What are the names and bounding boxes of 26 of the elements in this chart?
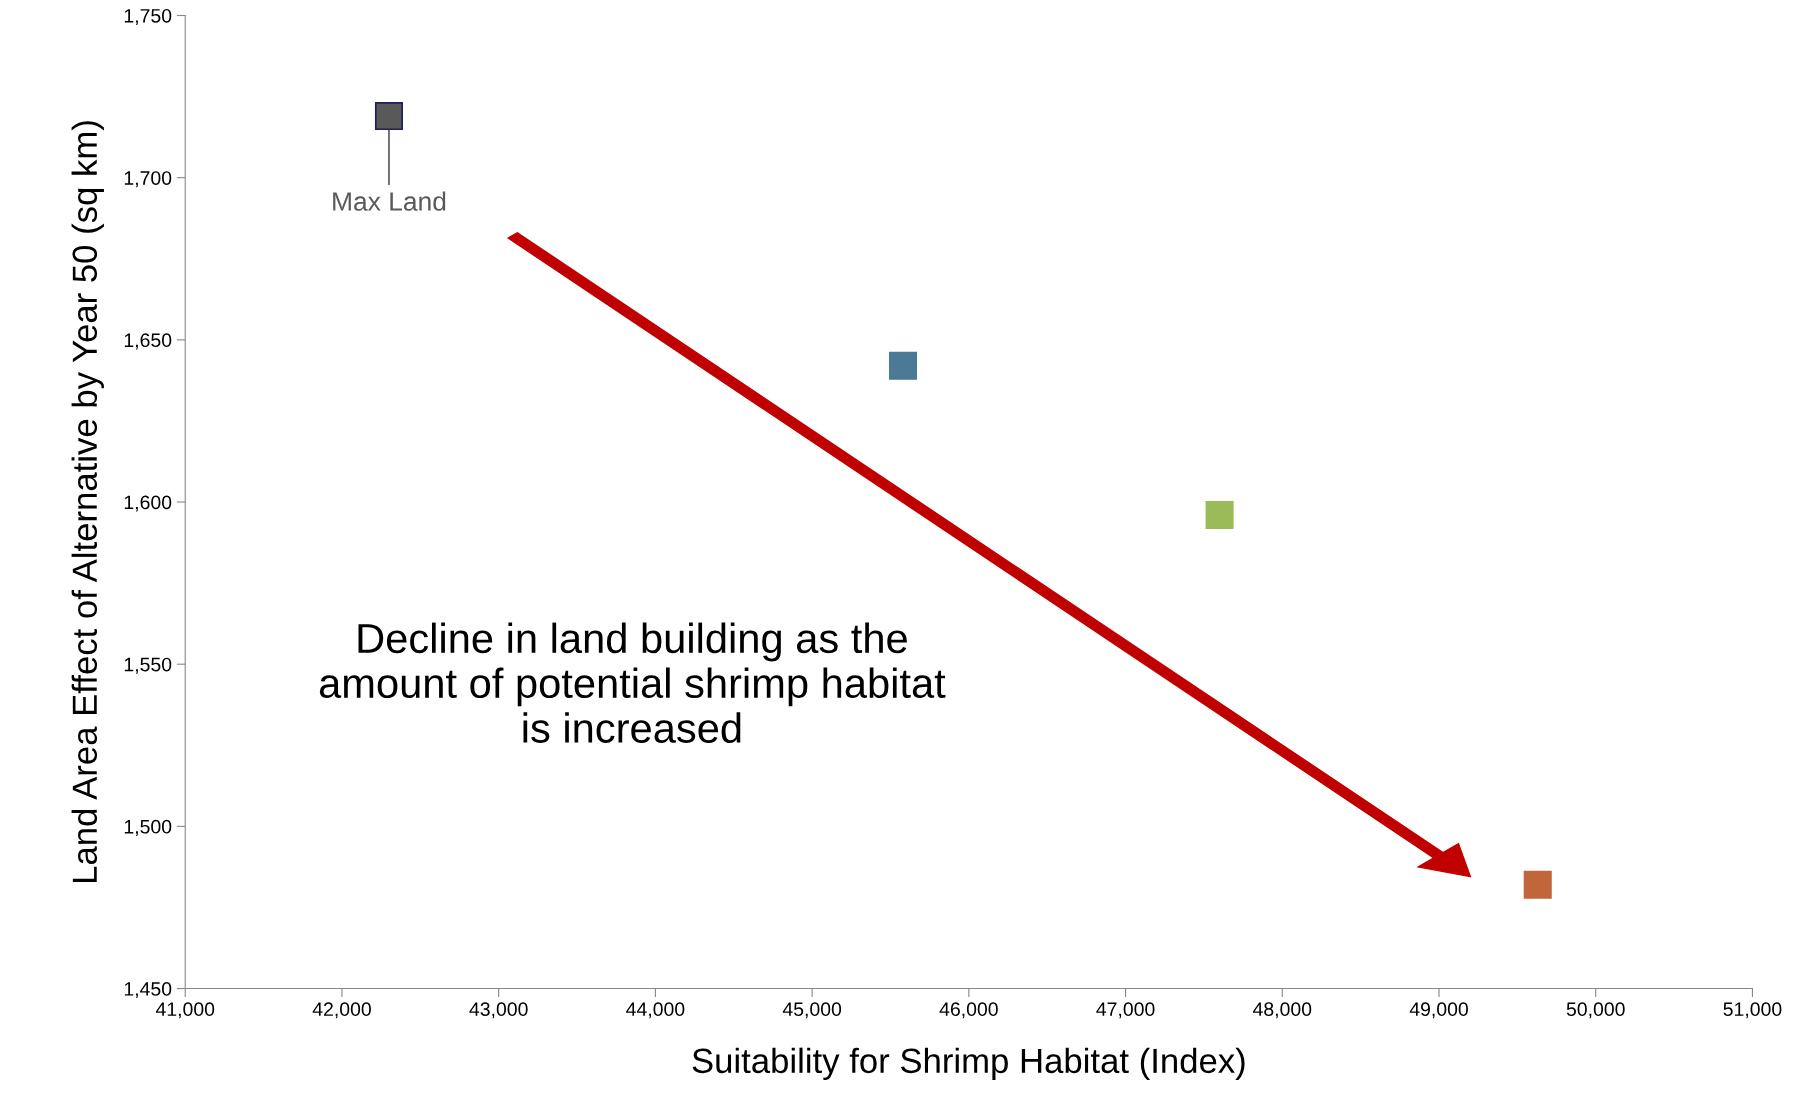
x-tick-label: 46,000 <box>939 1002 998 1019</box>
point <box>374 102 403 131</box>
y-axis-title: Land Area Effect of Alternative by Year 50 (sq km) <box>71 121 104 883</box>
x-tick-label: 51,000 <box>1723 1002 1782 1019</box>
annotation: Decline in land building as the amount of potential shrimp habitat is increased <box>319 622 946 743</box>
x-tick-label: 49,000 <box>1409 1002 1468 1019</box>
x-tick-label: 48,000 <box>1252 1002 1312 1019</box>
x-tick-label: 45,000 <box>782 1002 842 1019</box>
y-tick-label: 1,500 <box>124 819 172 836</box>
point <box>888 351 918 380</box>
point <box>1205 500 1234 530</box>
y-tick-label: 1,700 <box>124 171 172 188</box>
x-tick-label: 44,000 <box>626 1002 685 1019</box>
y-tick-label: 1,550 <box>124 657 172 674</box>
x-tick-label: 47,000 <box>1096 1002 1155 1019</box>
x-tick-label: 50,000 <box>1566 1002 1625 1019</box>
x-tick-label: 41,000 <box>155 1002 215 1019</box>
x-tick-label: 43,000 <box>469 1002 528 1019</box>
x-tick-label: 42,000 <box>312 1002 371 1019</box>
y-tick-label: 1,650 <box>124 333 172 350</box>
y-tick-label: 1,450 <box>124 982 172 999</box>
x-axis-title: Suitability for Shrimp Habitat (Index) <box>692 1047 1245 1081</box>
y-tick-label: 1,600 <box>124 495 172 512</box>
annotation: Max Land <box>333 191 446 211</box>
y-tick-label: 1,750 <box>124 8 172 26</box>
point <box>1523 870 1552 899</box>
